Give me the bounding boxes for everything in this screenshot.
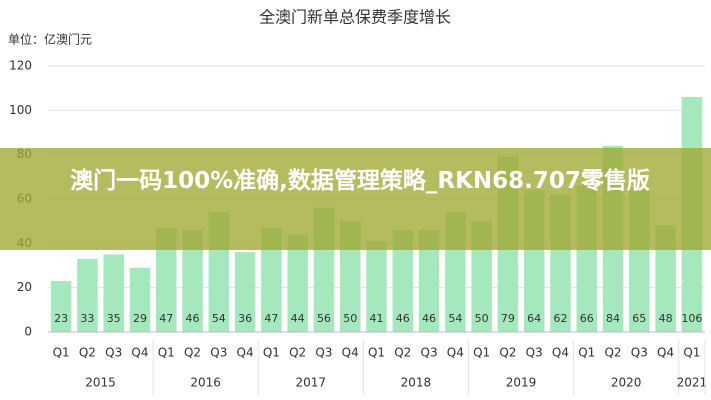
value-label: 23: [54, 312, 68, 325]
value-label: 44: [291, 312, 305, 325]
x-tick-label: Q1: [683, 346, 700, 360]
x-tick-label: Q4: [342, 346, 359, 360]
x-tick-label: Q2: [499, 346, 516, 360]
x-tick-label: Q2: [79, 346, 96, 360]
bar: [182, 230, 203, 332]
y-tick-label: 120: [9, 59, 32, 73]
value-label: 48: [659, 312, 673, 325]
group-label: 2021: [677, 376, 708, 390]
x-tick-label: Q3: [315, 346, 332, 360]
bar: [366, 241, 387, 332]
x-tick-label: Q1: [473, 346, 490, 360]
group-label: 2018: [401, 376, 432, 390]
value-label: 79: [501, 312, 515, 325]
value-label: 47: [159, 312, 173, 325]
value-label: 62: [553, 312, 567, 325]
bar: [655, 225, 676, 332]
x-tick-label: Q2: [394, 346, 411, 360]
x-tick-label: Q1: [53, 346, 70, 360]
x-tick-label: Q4: [131, 346, 148, 360]
x-tick-label: Q3: [105, 346, 122, 360]
bar: [261, 227, 282, 332]
group-label: 2016: [190, 376, 221, 390]
y-tick-label: 20: [17, 280, 32, 294]
x-tick-label: Q3: [210, 346, 227, 360]
bar: [156, 227, 177, 332]
value-label: 41: [370, 312, 384, 325]
bar: [129, 267, 151, 332]
x-tick-label: Q1: [263, 346, 280, 360]
value-label: 56: [317, 312, 331, 325]
value-label: 50: [475, 312, 489, 325]
bar: [103, 254, 124, 332]
group-label: 2019: [506, 376, 537, 390]
chart-title: 全澳门新单总保费季度增长: [259, 8, 451, 27]
x-tick-label: Q3: [421, 346, 438, 360]
x-tick-label: Q3: [526, 346, 543, 360]
banner: [0, 148, 711, 250]
x-tick-label: Q2: [184, 346, 201, 360]
value-label: 46: [422, 312, 436, 325]
value-label: 29: [133, 312, 147, 325]
value-label: 33: [80, 312, 94, 325]
bar: [392, 230, 414, 332]
banner-text: 澳门一码100%准确,数据管理策略_RKN68.707零售版: [70, 168, 650, 194]
x-tick-label: Q1: [158, 346, 175, 360]
x-tick-label: Q3: [631, 346, 648, 360]
bar: [77, 258, 98, 332]
value-label: 35: [107, 312, 121, 325]
bar: [50, 281, 72, 332]
x-tick-label: Q4: [447, 346, 464, 360]
value-label: 46: [396, 312, 410, 325]
x-tick-label: Q4: [552, 346, 569, 360]
value-label: 64: [527, 312, 541, 325]
value-label: 46: [186, 312, 200, 325]
y-tick-label: 100: [9, 103, 32, 117]
x-tick-label: Q2: [604, 346, 621, 360]
value-label: 54: [212, 312, 226, 325]
x-tick-label: Q1: [368, 346, 385, 360]
value-label: 54: [448, 312, 462, 325]
group-label: 2020: [611, 376, 642, 390]
bar: [418, 230, 440, 332]
value-label: 66: [580, 312, 594, 325]
value-label: 84: [606, 312, 620, 325]
x-tick-label: Q4: [237, 346, 254, 360]
value-label: 36: [238, 312, 252, 325]
value-label: 50: [343, 312, 357, 325]
value-label: 106: [681, 312, 702, 325]
value-label: 65: [632, 312, 646, 325]
bar: [287, 234, 308, 332]
bar: [234, 252, 256, 332]
x-tick-label: Q1: [578, 346, 595, 360]
x-tick-label: Q2: [289, 346, 306, 360]
y-tick-label: 0: [24, 325, 32, 339]
group-label: 2017: [296, 376, 327, 390]
value-label: 47: [264, 312, 278, 325]
group-label: 2015: [85, 376, 116, 390]
x-tick-label: Q4: [657, 346, 674, 360]
unit-label: 单位：亿澳门元: [8, 32, 92, 47]
